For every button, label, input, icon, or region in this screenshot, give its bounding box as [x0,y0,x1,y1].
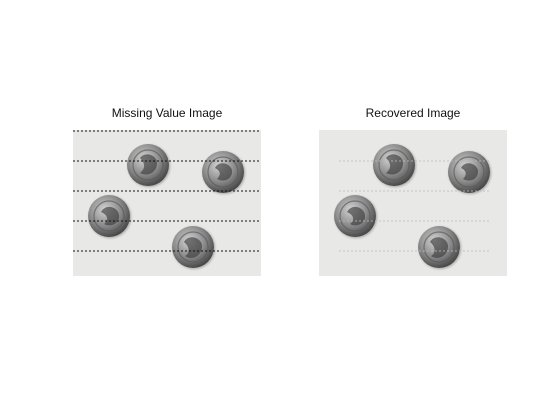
recovered-image [319,130,507,276]
missing-value-title: Missing Value Image [111,106,223,120]
recovered-title: Recovered Image [365,106,461,120]
recovered-panel: Recovered Image [319,106,507,276]
missing-value-coin-image [73,130,261,276]
missing-value-lines [73,130,261,252]
recovered-coin-image [319,130,507,276]
recovered-lines [339,160,489,252]
missing-value-image [73,130,261,276]
missing-value-panel: Missing Value Image [73,106,261,276]
